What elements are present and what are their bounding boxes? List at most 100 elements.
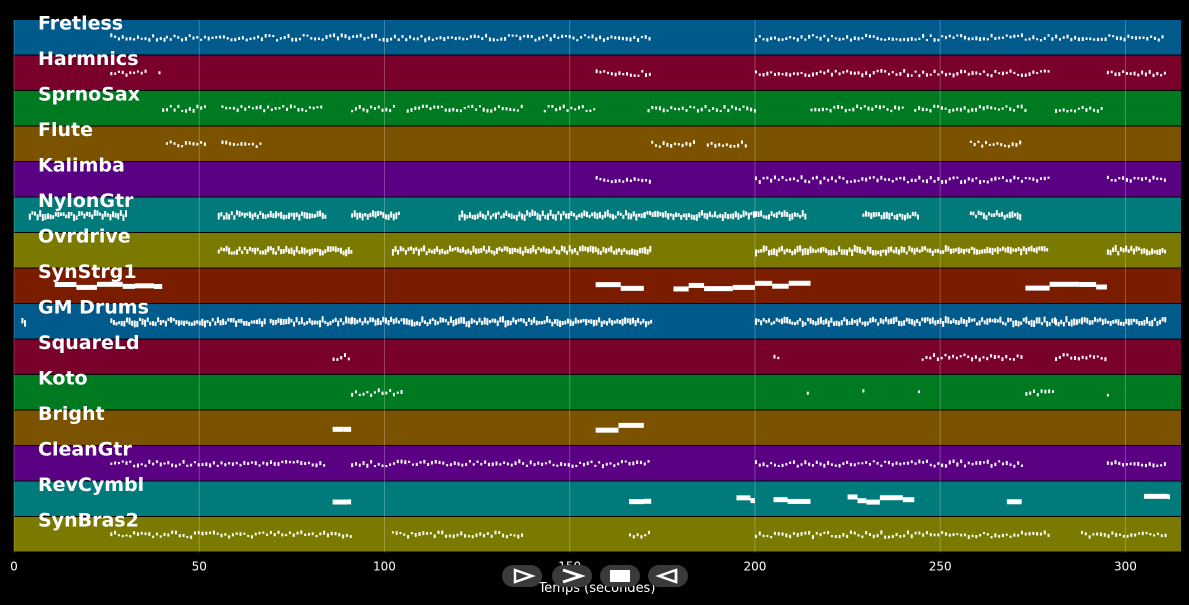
note-segment-revcymbl	[847, 494, 915, 505]
track-band-cleangtr	[14, 446, 1181, 481]
note-segment-flute	[165, 140, 206, 148]
note-segment-squareld	[921, 353, 1023, 362]
note-segment-gm-drums	[754, 316, 1056, 328]
note-segment-sprnosax	[221, 104, 323, 113]
note-segment-sprnosax	[162, 104, 206, 113]
track-label-fretless: Fretless	[38, 13, 123, 35]
x-tick-label: 250	[929, 560, 952, 574]
rewind-button[interactable]	[648, 565, 688, 587]
note-segment-synstrg1	[673, 282, 755, 292]
note-segment-bright	[595, 422, 644, 433]
note-segment-harmnics	[158, 71, 161, 75]
note-segment-flute	[651, 140, 696, 148]
note-segment-koto	[917, 390, 920, 394]
note-segment-fretless	[754, 33, 1164, 42]
note-segment-sprnosax	[647, 104, 756, 113]
note-segment-revcymbl	[1006, 498, 1022, 505]
note-segment-fretless	[165, 33, 651, 43]
note-segment-revcymbl	[332, 499, 352, 505]
track-label-bright: Bright	[38, 403, 105, 425]
note-segment-sprnosax	[543, 104, 596, 113]
note-segment-gm-drums	[351, 316, 653, 328]
note-segment-revcymbl	[736, 495, 755, 504]
note-segment-bright	[332, 426, 352, 432]
x-tick-label: 300	[1114, 560, 1137, 574]
note-segment-synstrg1	[754, 280, 811, 289]
note-segment-harmnics	[595, 69, 651, 77]
note-segment-cleangtr	[1106, 460, 1166, 468]
note-segment-ovrdrive	[391, 245, 652, 256]
note-segment-squareld	[1055, 353, 1107, 362]
note-segment-koto	[806, 391, 809, 395]
x-tick-label: 200	[743, 560, 766, 574]
note-segment-sprnosax	[1055, 105, 1103, 113]
note-segment-synbras2	[628, 530, 650, 539]
note-segment-sprnosax	[351, 104, 395, 113]
note-segment-gm-drums	[110, 317, 266, 328]
note-segment-revcymbl	[1143, 493, 1170, 500]
note-segment-synbras2	[391, 530, 524, 539]
note-segment-ovrdrive	[217, 245, 353, 257]
note-segment-synbras2	[110, 530, 352, 539]
note-segment-sprnosax	[914, 104, 1027, 113]
note-segment-koto	[351, 388, 403, 397]
note-segment-flute	[706, 140, 747, 148]
note-segment-nylongtr	[28, 209, 128, 221]
note-segment-squareld	[332, 353, 350, 361]
note-segment-gm-drums	[1055, 316, 1167, 327]
note-segment-nylongtr	[862, 210, 919, 221]
play-button[interactable]	[502, 565, 542, 587]
note-segment-kalimba	[1106, 175, 1166, 183]
note-segment-synbras2	[754, 530, 1050, 540]
note-segment-flute	[221, 140, 262, 149]
note-segment-sprnosax	[810, 104, 904, 113]
track-label-kalimba: Kalimba	[38, 155, 125, 177]
stop-button[interactable]	[600, 565, 640, 587]
note-segment-synstrg1	[595, 282, 644, 291]
note-segment-cleangtr	[754, 459, 1023, 468]
note-segment-koto	[862, 389, 865, 393]
note-segment-nylongtr	[217, 210, 327, 221]
rewind-icon	[655, 568, 678, 584]
note-segment-revcymbl	[628, 498, 652, 505]
note-segment-fretless	[110, 33, 166, 42]
note-segment-squareld	[773, 354, 780, 360]
track-label-squareld: SquareLd	[38, 332, 140, 354]
x-tick-label: 0	[10, 560, 18, 574]
note-segment-nylongtr	[351, 210, 400, 221]
track-label-synstrg1: SynStrg1	[38, 261, 137, 283]
track-band-fretless	[14, 20, 1181, 55]
note-segment-harmnics	[110, 69, 147, 77]
note-segment-nylongtr	[643, 210, 756, 222]
note-segment-kalimba	[595, 175, 651, 184]
note-segment-cleangtr	[110, 459, 326, 468]
note-segment-ovrdrive	[754, 244, 1049, 257]
note-segment-gm-drums	[269, 316, 353, 328]
note-segment-ovrdrive	[1106, 244, 1167, 256]
note-segment-flute	[969, 140, 1022, 148]
track-labels: Fretless Harmnics SprnoSax Flute Kalimba Nylo…	[38, 13, 149, 532]
play-icon	[513, 568, 536, 584]
note-segment-harmnics	[754, 68, 1050, 78]
chevron-right-icon	[562, 568, 586, 584]
note-marks	[21, 33, 1170, 540]
note-segment-kalimba	[754, 175, 1050, 185]
track-label-harmnics: Harmnics	[38, 48, 139, 70]
track-label-ovrdrive: Ovrdrive	[38, 226, 131, 248]
note-segment-koto	[1106, 393, 1109, 397]
stop-icon	[610, 570, 630, 582]
note-segment-revcymbl	[773, 497, 811, 504]
note-segment-cleangtr	[351, 459, 650, 469]
note-segment-nylongtr	[969, 210, 1022, 221]
note-segment-synbras2	[1080, 530, 1167, 539]
track-label-revcymbl: RevCymbl	[38, 474, 144, 496]
forward-button[interactable]	[552, 565, 592, 587]
track-band-revcymbl	[14, 481, 1181, 516]
track-band-squareld	[14, 339, 1181, 374]
track-band-koto	[14, 375, 1181, 410]
note-segment-harmnics	[1106, 69, 1166, 78]
track-band-synbras2	[14, 517, 1181, 552]
note-segment-synstrg1	[54, 281, 163, 290]
track-label-sprnosax: SprnoSax	[38, 84, 140, 106]
